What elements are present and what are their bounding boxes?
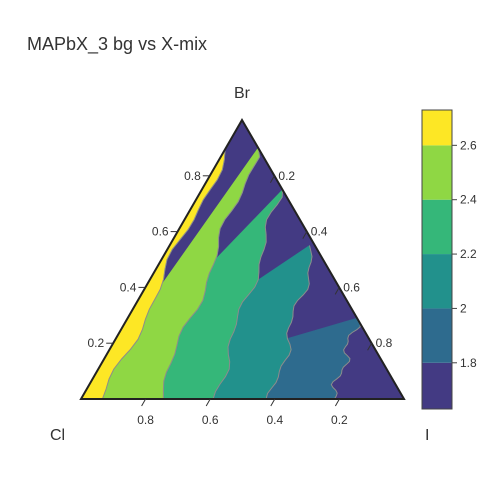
axis-ticks: 0.2 0.4 0.6 0.8 0.2 0.4 0.6 0.8 0.8 0.6 0.4 0.2 — [88, 169, 393, 427]
chart-title: MAPbX_3 bg vs X-mix — [27, 34, 207, 55]
contour-regions — [80, 119, 405, 400]
i-tick-mark — [269, 175, 275, 184]
colorbar-tick-label: 2 — [460, 301, 467, 315]
cl-tick-label: 0.4 — [266, 413, 283, 427]
colorbar-segment — [422, 110, 452, 146]
br-tick-label: 0.2 — [88, 336, 105, 350]
i-tick-mark — [302, 231, 308, 239]
cl-tick-label: 0.2 — [331, 413, 348, 427]
colorbar-segment — [422, 308, 452, 363]
i-tick-label: 0.2 — [278, 169, 295, 183]
vertex-label-br: Br — [234, 85, 251, 102]
contour-line-2.2 — [212, 189, 283, 400]
contour-line-2.6 — [101, 119, 243, 400]
i-tick-label: 0.8 — [376, 336, 393, 350]
cl-tick-label: 0.8 — [137, 413, 154, 427]
contour-line-1.8 — [330, 317, 361, 400]
br-tick-label: 0.6 — [152, 225, 169, 239]
i-tick-label: 0.6 — [343, 280, 360, 294]
cl-tick-mark — [270, 398, 276, 407]
triangle-outline — [79, 118, 406, 400]
vertex-label-i: I — [425, 427, 429, 444]
contour-lines — [101, 119, 361, 400]
i-tick-mark — [367, 342, 373, 351]
i-tick-mark — [334, 287, 340, 295]
colorbar-segment — [422, 199, 452, 255]
colorbar-segment — [422, 362, 452, 409]
cl-tick-label: 0.6 — [202, 413, 219, 427]
br-tick-label: 0.8 — [184, 169, 201, 183]
colorbar-frame — [421, 109, 453, 410]
cl-tick-mark — [205, 398, 211, 407]
contour-line-2.4 — [162, 147, 261, 399]
contour-line-2 — [265, 245, 313, 400]
colorbar-tick-label: 2.2 — [460, 247, 477, 261]
cl-tick-mark — [141, 398, 147, 407]
colorbar-segment — [422, 254, 452, 309]
colorbar-tick-label: 2.4 — [460, 193, 477, 207]
br-tick-label: 0.4 — [120, 280, 137, 294]
vertex-label-cl: Cl — [50, 427, 65, 444]
colorbar-tick-label: 1.8 — [460, 356, 477, 370]
colorbar-segment — [422, 145, 452, 200]
colorbar-tick-label: 2.6 — [460, 138, 477, 152]
cl-tick-mark — [334, 398, 340, 407]
i-tick-label: 0.4 — [311, 225, 328, 239]
colorbar: 1.8 2 2.2 2.4 2.6 — [421, 109, 477, 410]
